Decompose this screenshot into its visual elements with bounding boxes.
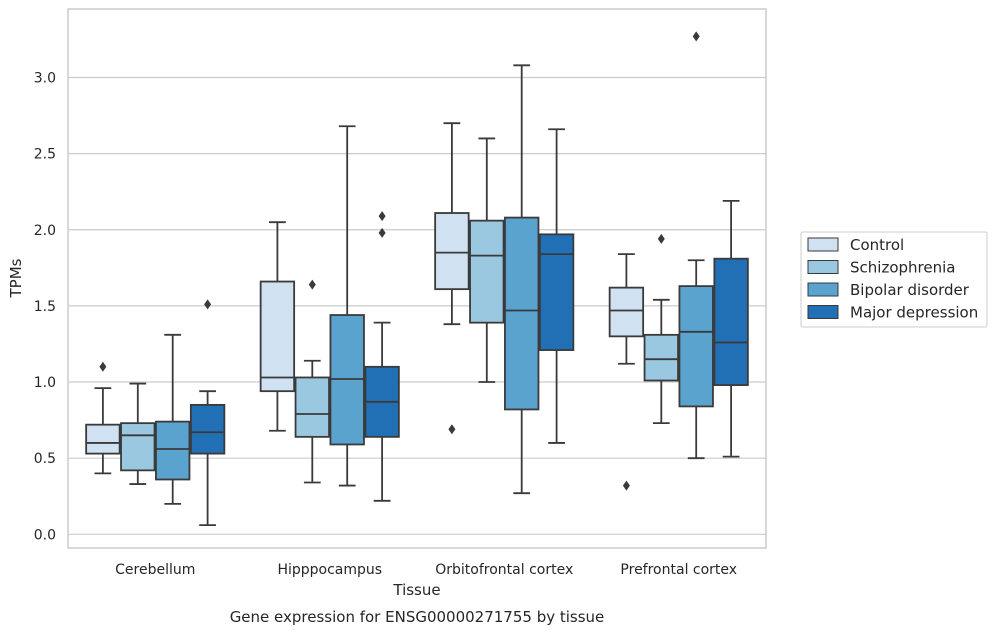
plot-frame [67, 8, 767, 549]
outlier-point [692, 31, 700, 42]
legend-frame [800, 231, 988, 328]
box-iqr [294, 376, 330, 438]
box-iqr [678, 285, 714, 408]
box-iqr [538, 233, 575, 351]
box-major-depression-hipppocampus [364, 211, 400, 502]
y-axis-title: TPMs [7, 258, 25, 298]
outlier-point [448, 424, 456, 435]
legend-swatch [807, 305, 839, 319]
box-iqr [713, 257, 749, 386]
legend-swatch [807, 260, 839, 274]
box-bipolar-disorder-orbitofrontal-cortex [504, 64, 540, 495]
y-tick-label: 0.0 [34, 527, 56, 543]
box-iqr [434, 212, 470, 291]
legend-label: Schizophrenia [850, 259, 955, 277]
x-tick-labels: Cerebellum Hipppocampus Orbitofrontal cort… [115, 562, 737, 578]
legend: Control Schizophrenia Bipolar disorder Majo… [800, 231, 988, 328]
legend-label: Control [850, 236, 904, 254]
y-tick-label: 1.0 [34, 375, 56, 391]
box-iqr [155, 420, 191, 481]
boxes [85, 31, 749, 527]
x-tick-label: Orbitofrontal cortex [435, 562, 573, 578]
legend-label: Major depression [850, 304, 978, 322]
legend-swatch [807, 282, 839, 297]
box-bipolar-disorder-prefrontal-cortex [678, 31, 714, 460]
box-major-depression-cerebellum [189, 299, 226, 527]
y-tick-labels: 0.0 0.5 1.0 1.5 2.0 2.5 3.0 [34, 71, 56, 544]
box-schizophrenia-hipppocampus [294, 279, 330, 484]
outlier-point [378, 211, 386, 222]
box-schizophrenia-prefrontal-cortex [643, 233, 679, 425]
x-tick-label: Hipppocampus [277, 562, 382, 578]
outlier-point [204, 299, 212, 310]
x-axis-title: Tissue [392, 581, 440, 599]
outlier-point [308, 279, 316, 290]
box-bipolar-disorder-cerebellum [155, 333, 191, 505]
y-tick-label: 2.0 [34, 223, 56, 239]
legend-swatch [807, 237, 839, 252]
box-iqr [643, 333, 679, 382]
box-iqr [120, 422, 156, 472]
box-iqr [504, 216, 540, 411]
box-control-hipppocampus [259, 221, 296, 432]
box-schizophrenia-cerebellum [120, 382, 156, 485]
box-control-prefrontal-cortex [608, 253, 645, 491]
box-bipolar-disorder-hipppocampus [329, 125, 365, 487]
box-control-orbitofrontal-cortex [434, 122, 470, 435]
box-major-depression-orbitofrontal-cortex [538, 128, 575, 444]
outlier-point [622, 480, 630, 491]
box-major-depression-prefrontal-cortex [713, 199, 749, 458]
y-tick-label: 2.5 [34, 147, 56, 163]
outlier-point [99, 361, 107, 372]
box-iqr [608, 286, 645, 338]
y-tick-label: 0.5 [34, 451, 56, 467]
box-control-cerebellum [85, 361, 121, 475]
outlier-point [657, 233, 665, 244]
box-schizophrenia-orbitofrontal-cortex [469, 137, 505, 383]
x-tick-label: Cerebellum [115, 562, 195, 578]
box-iqr [189, 403, 226, 455]
box-iqr [259, 280, 296, 393]
box-iqr [85, 423, 121, 455]
figure-caption: Gene expression for ENSG00000271755 by t… [230, 608, 605, 626]
y-tick-label: 3.0 [34, 71, 56, 87]
y-tick-label: 1.5 [34, 299, 56, 315]
box-iqr [469, 219, 505, 324]
legend-label: Bipolar disorder [850, 281, 970, 299]
outlier-point [378, 227, 386, 238]
x-tick-label: Prefrontal cortex [620, 562, 737, 578]
